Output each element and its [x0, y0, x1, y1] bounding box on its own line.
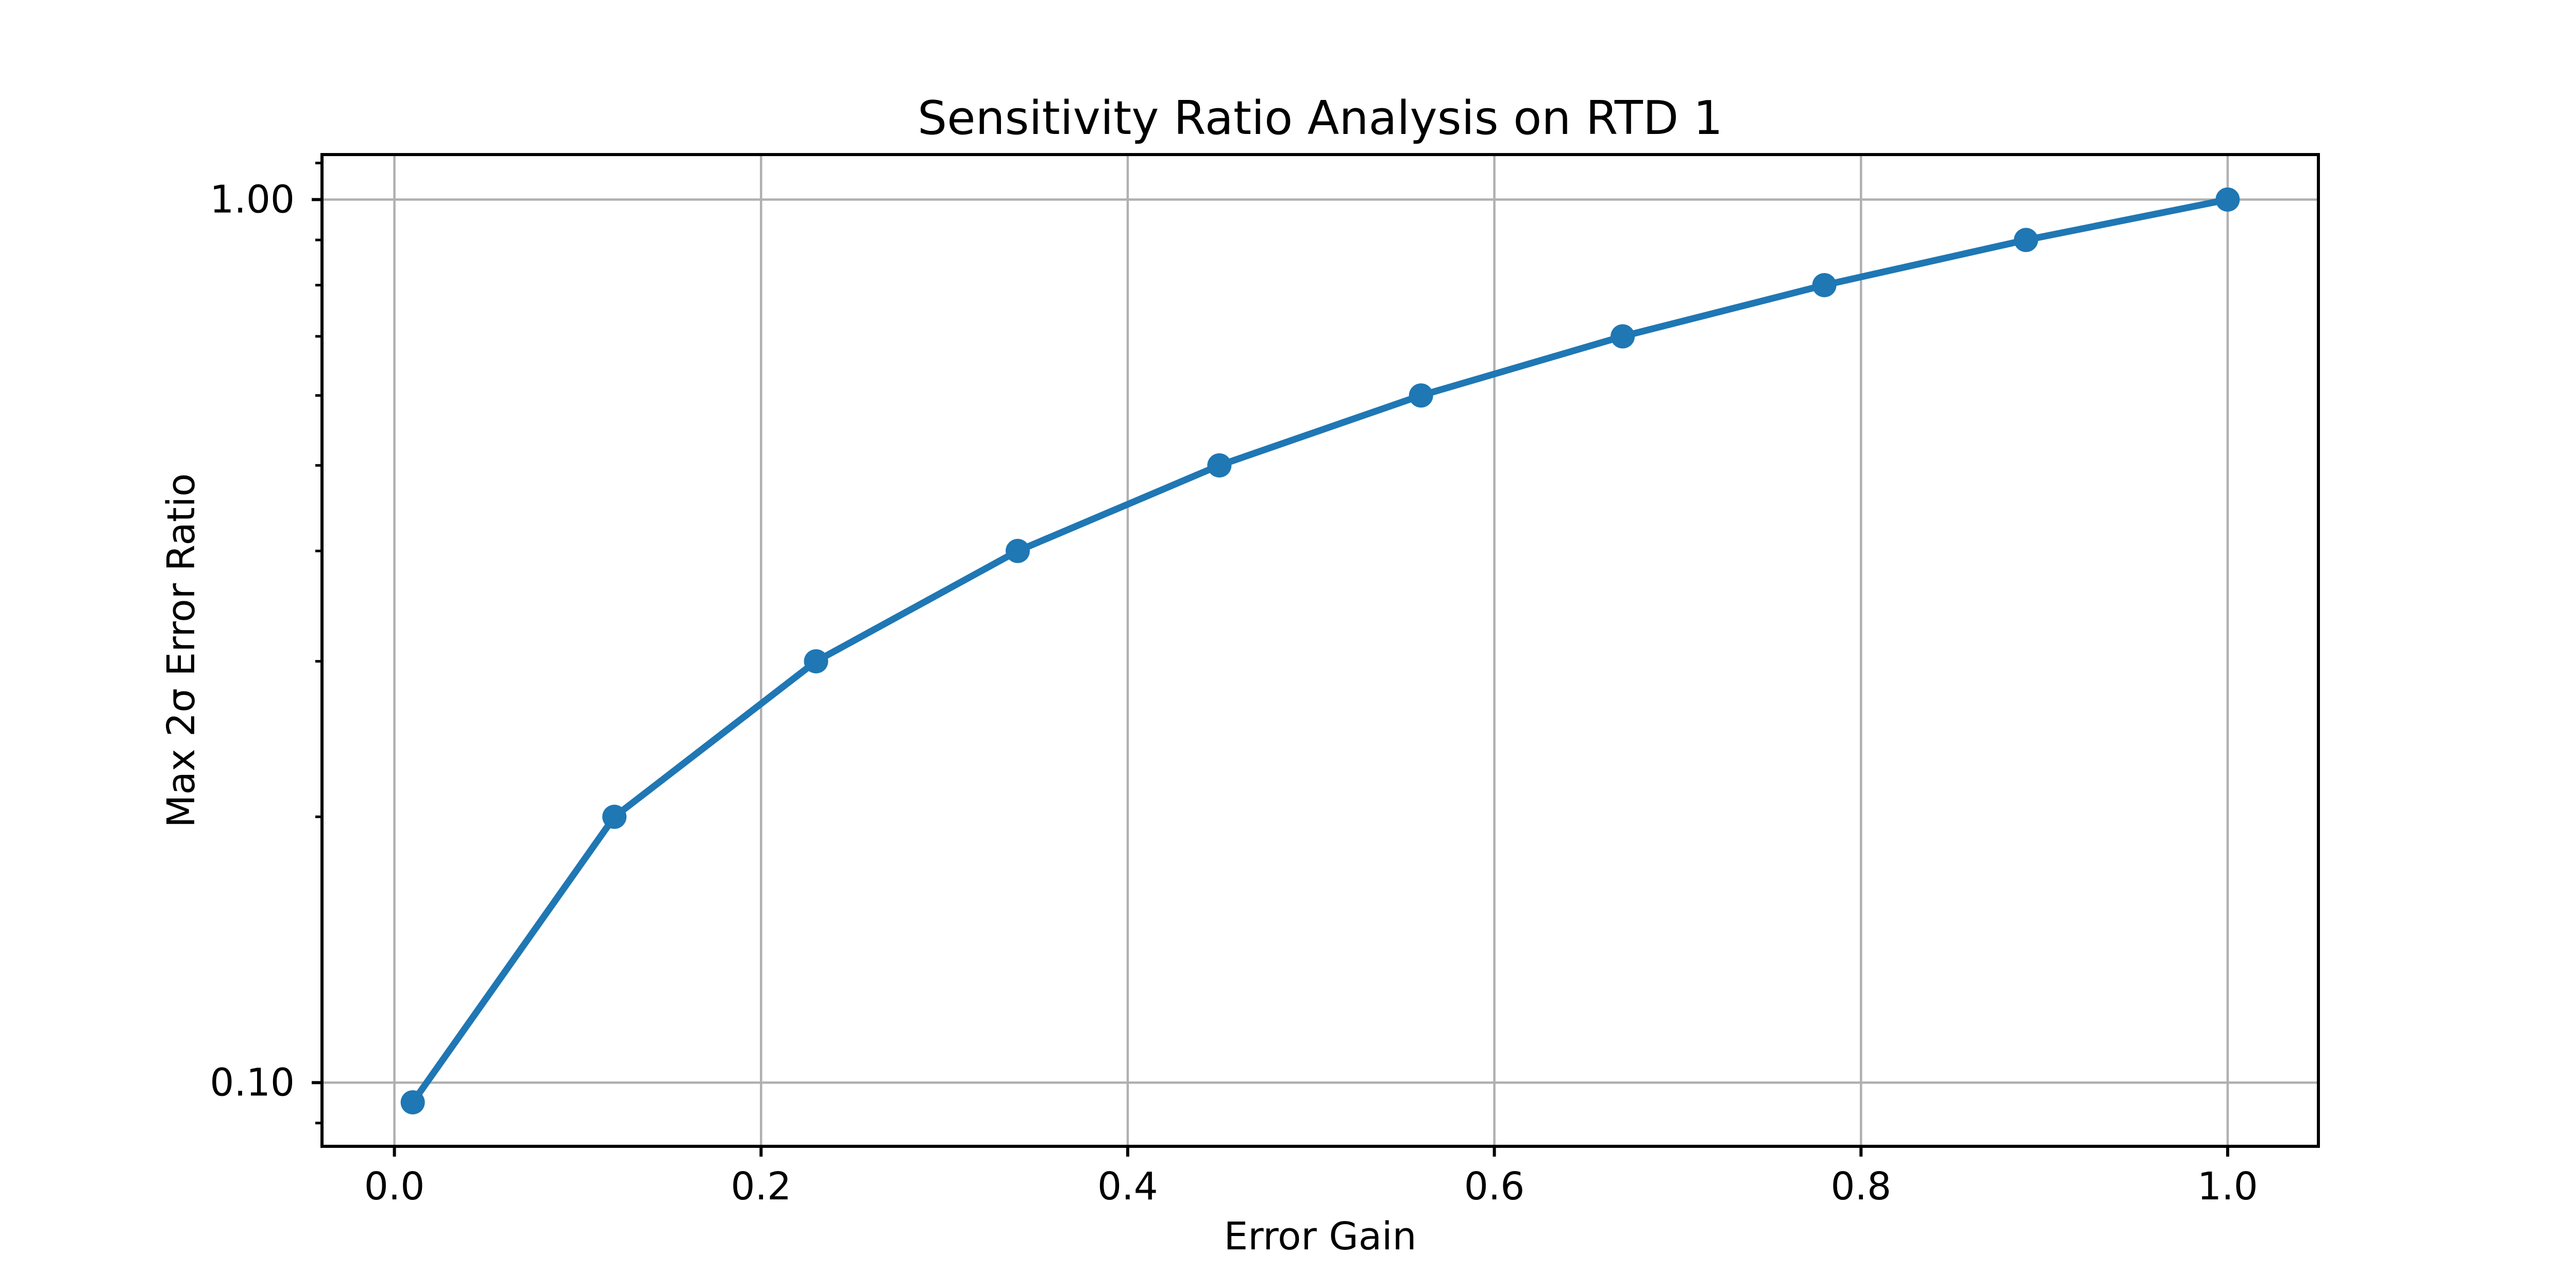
gridlines — [322, 155, 2318, 1146]
axes-frame — [320, 153, 2320, 1148]
x-tick-label: 0.8 — [1831, 1164, 1891, 1209]
plot-area — [322, 155, 2318, 1146]
x-tick-label: 0.6 — [1464, 1164, 1525, 1209]
x-tick-label: 1.0 — [2197, 1164, 2258, 1209]
series-line — [409, 196, 2231, 1106]
data-point — [400, 1090, 425, 1115]
x-tick-label: 0.2 — [731, 1164, 791, 1209]
axes-spines — [320, 153, 2320, 1148]
y-axis-label: Max 2σ Error Ratio — [159, 473, 204, 828]
data-point — [1207, 453, 1232, 478]
chart-title: Sensitivity Ratio Analysis on RTD 1 — [918, 91, 1723, 145]
data-point — [602, 804, 627, 829]
data-point — [1611, 324, 1635, 349]
data-point — [2215, 187, 2240, 212]
x-tick-label: 0.4 — [1097, 1164, 1158, 1209]
data-point — [804, 649, 828, 674]
data-point — [1812, 273, 1837, 297]
tick-labels: 0.0 0.2 0.4 0.6 0.8 1.0 1.00 0.10 — [210, 177, 2258, 1209]
axis-ticks — [312, 161, 2229, 1157]
x-tick-label: 0.0 — [364, 1164, 425, 1209]
data-series — [400, 187, 2240, 1115]
y-tick-label: 1.00 — [210, 177, 295, 222]
data-point — [1005, 538, 1030, 563]
y-tick-label: 0.10 — [210, 1060, 295, 1105]
x-axis-label: Error Gain — [1224, 1214, 1416, 1259]
data-point — [1409, 383, 1433, 408]
data-point — [2013, 228, 2038, 252]
